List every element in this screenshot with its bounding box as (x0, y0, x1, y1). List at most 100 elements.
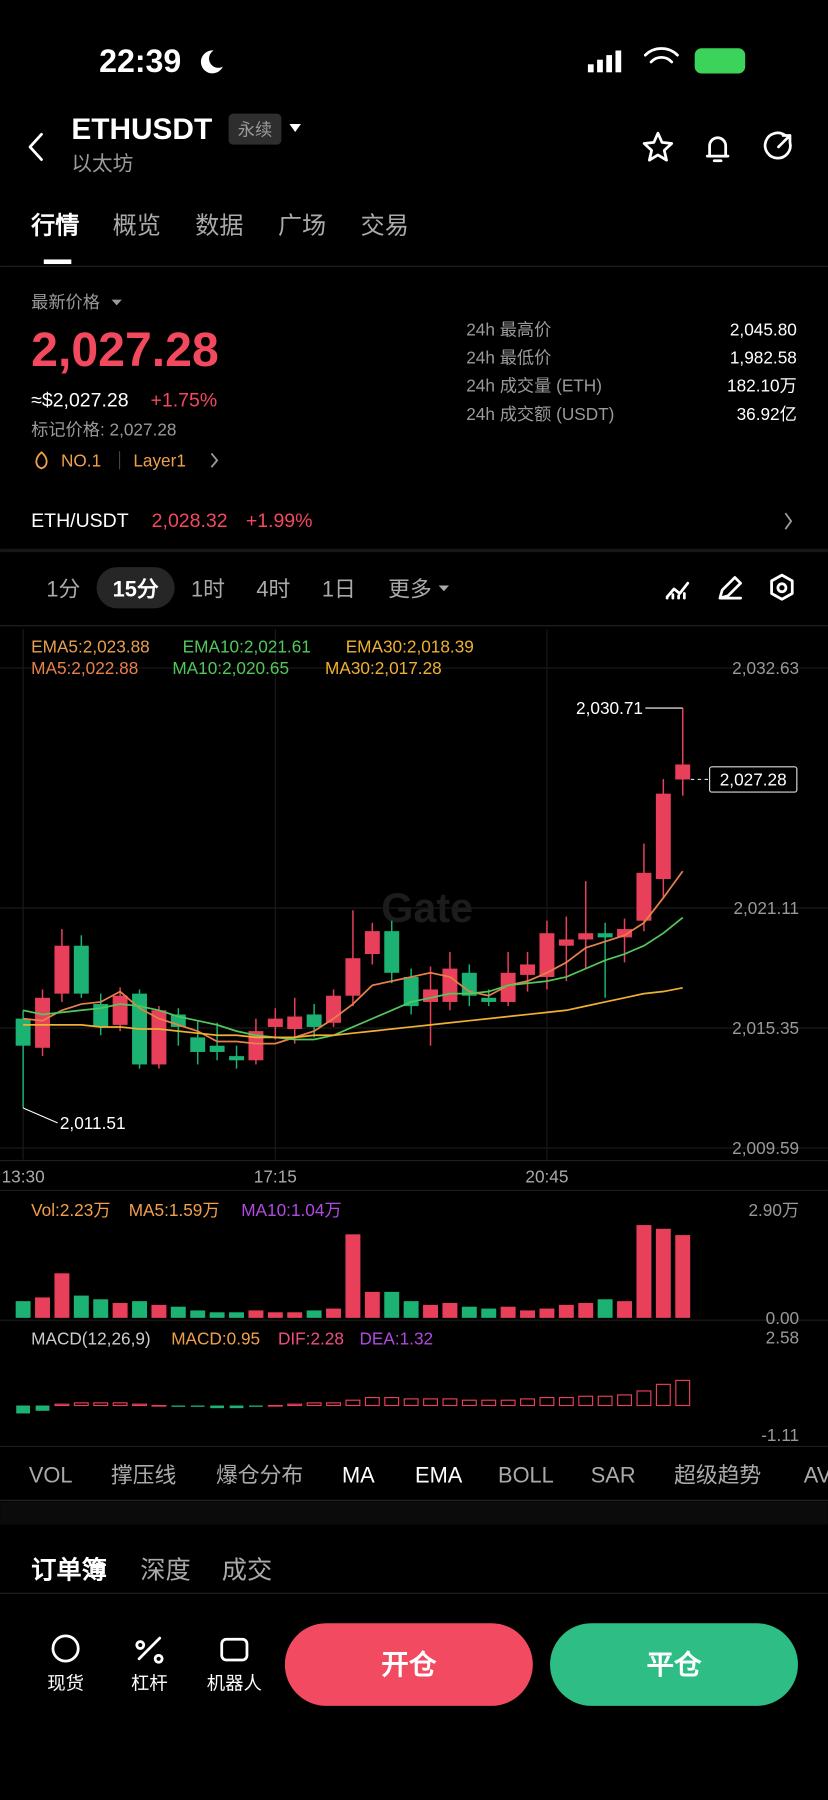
x-tick-label: 13:30 (2, 1167, 45, 1187)
candle-body (655, 793, 671, 880)
indicator-legend: MA10:2,020.65 (172, 658, 289, 678)
interval[interactable]: 1日 (322, 576, 356, 601)
volume-bar (306, 1310, 322, 1318)
candle-body (558, 939, 574, 946)
indicator-tab[interactable]: VOL (29, 1463, 73, 1488)
rank: NO.1 (61, 450, 101, 470)
macd-bar (675, 1379, 691, 1407)
volume-bar (248, 1310, 264, 1318)
stat-label: 24h 成交额 (USDT) (466, 404, 614, 424)
alert-button[interactable] (705, 136, 730, 163)
price-dropdown[interactable] (111, 299, 122, 306)
y-tick-label: 2,009.59 (732, 1138, 799, 1158)
spot-icon[interactable] (51, 1634, 80, 1663)
indicator-tab[interactable]: AV (804, 1463, 828, 1488)
vol-tick-label: 0.00 (766, 1308, 799, 1328)
indicator-tab[interactable]: MA (342, 1463, 375, 1488)
open-button[interactable]: 开仓 (381, 1649, 437, 1680)
volume-bar (500, 1306, 516, 1318)
leverage-icon[interactable] (135, 1636, 164, 1664)
close-button[interactable]: 平仓 (646, 1649, 702, 1680)
volume-bar (287, 1312, 303, 1318)
last-box (709, 766, 798, 793)
spot-pair[interactable]: ETH/USDT (31, 510, 129, 532)
sector[interactable]: Layer1 (133, 450, 186, 470)
candle-body (636, 872, 652, 921)
tool-label[interactable]: 现货 (47, 1672, 84, 1693)
spot-chevron (784, 512, 793, 530)
indicator-legend: MA5:2,022.88 (31, 658, 138, 678)
high-label: 2,030.71 (576, 698, 643, 718)
macd-bar (364, 1397, 380, 1407)
order-tab[interactable]: 成交 (222, 1556, 273, 1584)
interval[interactable]: 4时 (256, 576, 290, 601)
candle-body (617, 929, 632, 938)
interval[interactable]: 15分 (113, 576, 159, 601)
candle-body (73, 945, 89, 994)
tab[interactable]: 数据 (195, 213, 243, 240)
volume-bar (617, 1301, 632, 1318)
indicator-legend: MA30:2,017.28 (325, 658, 442, 678)
interval[interactable]: 1分 (46, 576, 80, 601)
settings-button[interactable] (770, 573, 794, 601)
back-button[interactable] (28, 132, 43, 161)
macd-bar (267, 1404, 283, 1407)
share-button[interactable] (763, 131, 792, 160)
tab[interactable]: 行情 (30, 212, 79, 240)
indicator-tab[interactable]: 爆仓分布 (216, 1463, 303, 1488)
candle-body (403, 976, 419, 1007)
indicator-tab[interactable]: EMA (415, 1463, 463, 1488)
candle-body (481, 997, 497, 1002)
symbol-dropdown[interactable] (289, 123, 301, 133)
macd-bar (326, 1402, 341, 1407)
volume-bar (326, 1308, 341, 1318)
order-tab[interactable]: 深度 (140, 1556, 191, 1584)
settings-dot (776, 582, 788, 594)
vol-tick-label: 2.90万 (748, 1200, 799, 1220)
macd-bar (73, 1402, 89, 1407)
volume-bar (403, 1301, 419, 1318)
macd-bar (461, 1399, 477, 1407)
open-button-bg[interactable] (284, 1623, 533, 1706)
candle-body (423, 989, 438, 1002)
candle-body (520, 964, 535, 975)
volume-bar (461, 1306, 477, 1318)
macd-bar (597, 1395, 613, 1407)
macd-bar (520, 1398, 535, 1407)
draw-button[interactable] (718, 576, 742, 600)
stat-label: 24h 最高价 (466, 319, 551, 339)
macd-bar (132, 1403, 147, 1407)
indicator-button[interactable] (665, 581, 690, 600)
indicator-tab[interactable]: BOLL (498, 1463, 554, 1488)
indicator-legend: Vol:2.23万 (31, 1200, 110, 1220)
tool-label[interactable]: 杠杆 (131, 1672, 168, 1693)
tab[interactable]: 概览 (113, 213, 161, 240)
moon-icon (200, 50, 223, 74)
macd-bar (229, 1405, 244, 1409)
interval[interactable]: 1时 (191, 576, 225, 601)
indicator-tab[interactable]: 超级趋势 (674, 1463, 761, 1488)
ma-line (23, 986, 683, 1039)
volume-bar (15, 1301, 31, 1318)
tag-bg (228, 113, 282, 145)
interval[interactable]: 更多 (388, 576, 432, 601)
low-leader (22, 1107, 58, 1124)
indicator-legend: DIF:2.28 (278, 1329, 344, 1349)
bot-icon[interactable] (220, 1637, 249, 1662)
macd-bar (249, 1405, 263, 1407)
tool-label[interactable]: 机器人 (207, 1672, 262, 1693)
ma-line (22, 916, 684, 1041)
indicator-tab[interactable]: SAR (591, 1463, 636, 1488)
spacer (0, 1501, 828, 1525)
more-dropdown[interactable] (438, 585, 450, 592)
close-button-bg[interactable] (550, 1623, 798, 1706)
volume-bar (209, 1312, 225, 1318)
tab[interactable]: 交易 (361, 213, 409, 240)
volume-bar (636, 1225, 652, 1318)
indicator-tab[interactable]: 撑压线 (111, 1463, 176, 1488)
tab[interactable]: 广场 (278, 213, 326, 240)
favorite-button[interactable] (642, 131, 674, 162)
price-label: 最新价格 (31, 292, 100, 312)
order-tab[interactable]: 订单簿 (31, 1555, 107, 1584)
